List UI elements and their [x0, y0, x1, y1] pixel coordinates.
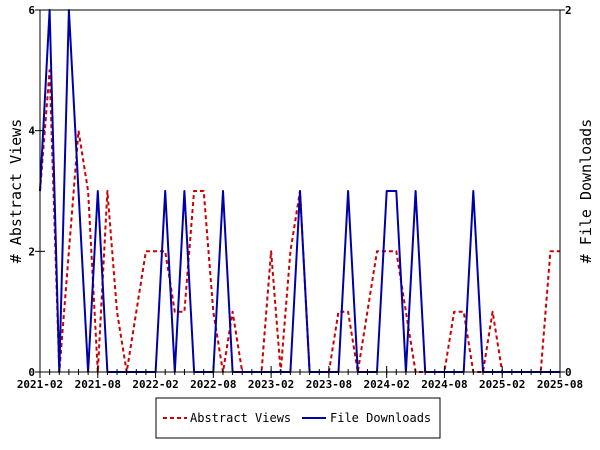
y-tick-label-left: 4: [28, 125, 35, 138]
x-tick-label: 2022-08: [190, 378, 236, 391]
y-tick-label-right: 2: [565, 4, 572, 17]
legend-box: [155, 397, 441, 439]
series-line-file-downloads: [39, 9, 560, 373]
x-tick-label: 2025-08: [537, 378, 583, 391]
x-tick-label: 2023-02: [248, 378, 294, 391]
legend: Abstract Views File Downloads: [155, 397, 441, 439]
legend-label-file-downloads: File Downloads: [330, 411, 431, 425]
y-tick-label-left: 6: [28, 4, 35, 17]
x-tick-label: 2025-02: [479, 378, 525, 391]
x-tick-label: 2021-02: [17, 378, 63, 391]
x-tick-label: 2022-02: [132, 378, 178, 391]
y-tick-label-left: 2: [28, 245, 35, 258]
y-tick-label-right: 0: [565, 366, 572, 379]
axes: 2021-02 2021-08 2022-02 2022-08 2023-02 2023-…: [17, 4, 583, 391]
legend-label-abstract-views: Abstract Views: [190, 411, 291, 425]
y-axis-title-right: # File Downloads: [577, 119, 595, 264]
x-tick-label: 2021-08: [75, 378, 121, 391]
x-tick-label: 2023-08: [306, 378, 352, 391]
series-line-abstract-views: [39, 69, 560, 373]
y-axis-title-left: # Abstract Views: [7, 119, 25, 264]
x-tick-label: 2024-08: [421, 378, 467, 391]
plot-area: [39, 9, 560, 373]
y-tick-label-left: 0: [28, 366, 35, 379]
x-tick-label: 2024-02: [363, 378, 409, 391]
